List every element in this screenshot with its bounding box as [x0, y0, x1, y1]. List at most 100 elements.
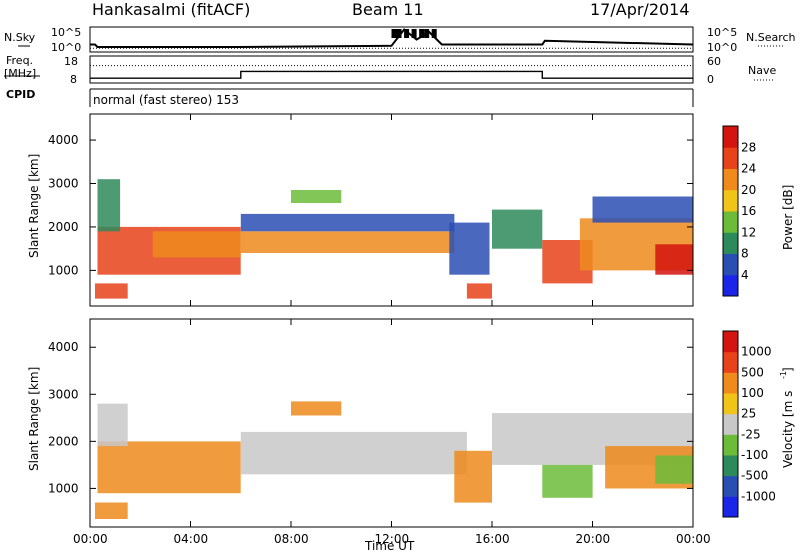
velocity-colorbar-tick-6: -500 [741, 469, 768, 483]
noise-left-tick-top: 10^5 [51, 26, 81, 39]
velocity-scatter-band-4 [291, 401, 342, 416]
power-ytick-label-0: 1000 [48, 263, 79, 277]
velocity-colorbar-tick-2: 100 [741, 386, 764, 400]
nsky-burst-1 [396, 29, 402, 38]
freq-frame [89, 55, 694, 84]
velocity-colorbar-frame [722, 330, 739, 518]
velocity-colorbar-tick-7: -1000 [741, 489, 776, 503]
velocity-ytick-label-1: 2000 [48, 434, 79, 448]
freq-unit-label: [MHz] [4, 67, 37, 80]
velocity-colorbar-cell-3 [723, 434, 738, 456]
freq-right-tick-top: 60 [707, 55, 721, 68]
velocity-colorbar-tick-0: 1000 [741, 345, 772, 359]
velocity-scatter-band-7 [542, 464, 593, 498]
power-colorbar-tick-6: 28 [741, 140, 756, 154]
cpid-value: normal (fast stereo) 153 [93, 93, 240, 107]
power-colorbar-cell-3 [723, 211, 738, 233]
freq-series-line [90, 70, 693, 79]
date-label: 17/Apr/2014 [590, 0, 690, 19]
power-colorbar-cell-0 [723, 274, 738, 297]
velocity-colorbar-tick-4: -25 [741, 427, 761, 441]
nsearch-label: N.Search [746, 31, 796, 44]
power-colorbar-cell-6 [723, 147, 738, 169]
velocity-colorbar-label-exponent: -1 [779, 371, 788, 379]
velocity-colorbar-tick-1: 500 [741, 365, 764, 379]
velocity-colorbar-cell-0 [723, 496, 738, 518]
velocity-colorbar-tick-5: -100 [741, 448, 768, 462]
velocity-colorbar-cell-6 [723, 372, 738, 394]
power-scatter-band-1 [152, 231, 241, 258]
power-scatter-band-5 [240, 213, 455, 232]
velocity-scatter-band-1 [95, 502, 128, 519]
power-colorbar-label: Power [dB] [781, 185, 795, 250]
velocity-ylabel: Slant Range [km] [27, 367, 41, 471]
power-scatter-band-7 [449, 222, 490, 275]
power-colorbar-tick-5: 24 [741, 162, 756, 176]
xtick-label-0: 00:00 [73, 532, 108, 546]
velocity-scatter-band-2 [97, 403, 128, 447]
nsky-burst-0 [391, 29, 397, 38]
power-colorbar-cell-4 [723, 189, 738, 212]
power-colorbar-tick-4: 20 [741, 183, 756, 197]
cpid-label: CPID [6, 88, 36, 101]
velocity-ytick-label-0: 1000 [48, 481, 79, 495]
frequency-panel: 18 8 60 0 [4, 55, 774, 86]
nsky-burst-5 [424, 29, 430, 38]
nsky-series-line [90, 28, 694, 48]
freq-right-tick-bottom: 0 [707, 73, 714, 86]
velocity-ytick-label-3: 4000 [48, 340, 79, 354]
nsky-label: N.Sky [4, 31, 36, 44]
station-title: Hankasalmi (fitACF) [92, 0, 251, 19]
power-scatter-band-3 [97, 179, 121, 232]
velocity-scatter-band-3 [240, 431, 467, 475]
xtick-label-3: 12:00 [375, 532, 410, 546]
power-ytick-label-2: 3000 [48, 177, 79, 191]
velocity-colorbar-cell-4 [723, 413, 738, 435]
nsky-burst-6 [431, 29, 437, 38]
velocity-colorbar-cell-8 [723, 331, 738, 353]
power-colorbar-tick-0: 4 [741, 268, 749, 282]
velocity-colorbar-label: Velocity [m s [781, 391, 795, 468]
power-colorbar-frame [722, 125, 739, 297]
power-panel: 1000 2000 3000 4000 Slant Range [km] 4 8 12 16 20… [27, 113, 795, 307]
power-colorbar-tick-3: 16 [741, 204, 756, 218]
velocity-colorbar-cell-5 [723, 393, 738, 415]
power-scatter-band-2 [95, 283, 128, 299]
power-colorbar-cell-2 [723, 232, 738, 254]
power-scatter-band-6 [291, 190, 342, 203]
nsky-burst-3 [411, 29, 417, 38]
power-colorbar-cell-1 [723, 253, 738, 276]
velocity-colorbar-cell-1 [723, 475, 738, 497]
velocity-ytick-label-2: 3000 [48, 387, 79, 401]
velocity-colorbar-tick-3: 25 [741, 407, 756, 421]
power-ytick-label-3: 4000 [48, 133, 79, 147]
power-scatter-band-9 [492, 209, 543, 249]
xtick-label-1: 04:00 [174, 532, 209, 546]
freq-left-tick-top: 18 [64, 55, 78, 68]
xtick-label-5: 20:00 [576, 532, 611, 546]
power-scatter-band-4 [240, 231, 455, 253]
beam-label: Beam 11 [352, 0, 424, 19]
power-scatter-band-12 [655, 244, 693, 275]
freq-left-tick-bottom: 8 [70, 73, 77, 86]
power-colorbar-cell-7 [723, 126, 738, 148]
power-ytick-label-1: 2000 [48, 220, 79, 234]
velocity-colorbar-cell-7 [723, 351, 738, 373]
velocity-scatter-band-9 [655, 455, 693, 484]
freq-label: Freq. [6, 54, 34, 67]
velocity-colorbar-label-close: ] [781, 367, 795, 372]
velocity-colorbar-cell-2 [723, 455, 738, 477]
noise-frame [89, 26, 694, 53]
xtick-label-6: 00:00 [676, 532, 711, 546]
xaxis-label: Time UT [364, 539, 415, 553]
power-scatter-band-8 [466, 283, 492, 299]
noise-right-tick-bottom: 10^0 [707, 41, 737, 54]
xtick-label-4: 16:00 [475, 532, 510, 546]
velocity-scatter-band-0 [97, 441, 241, 494]
power-scatter-band-13 [592, 196, 693, 223]
noise-left-tick-bottom: 10^0 [51, 41, 81, 54]
noise-panel: 10^5 10^0 10^5 10^0 [18, 26, 784, 54]
velocity-panel: 1000 2000 3000 4000 Slant Range [km] 00:00 04:… [27, 318, 795, 553]
power-ylabel: Slant Range [km] [27, 154, 41, 258]
nsky-burst-2 [404, 29, 410, 38]
